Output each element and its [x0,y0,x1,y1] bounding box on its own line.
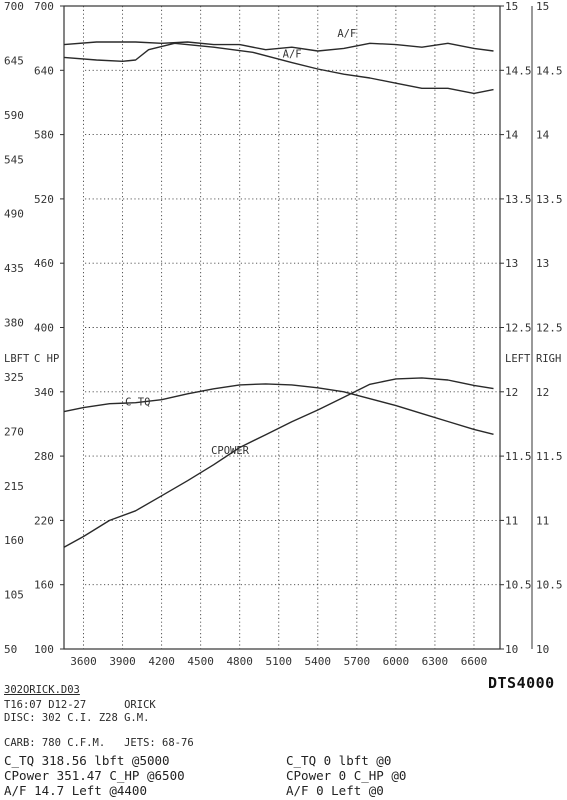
afr-tick-label-outer: 14.5 [536,64,563,77]
series-label: A/F [283,48,302,60]
x-tick-label: 6600 [461,655,488,668]
x-tick-label: 5100 [265,655,292,668]
x-tick-label: 4500 [187,655,214,668]
summary-right-power: CPower 0 C_HP @0 [286,768,407,783]
engine-info: DISC: 302 C.I. Z28 G.M. [4,712,150,724]
afr-tick-label-outer: 10.5 [536,579,563,592]
chart-grid [83,6,500,649]
torque-tick-label: 700 [4,0,24,13]
torque-tick-label: 50 [4,643,17,656]
right-axis-name-left: LEFT [505,353,531,365]
summary-left-tq: C_TQ 318.56 lbft @5000 [4,753,170,768]
torque-tick-label: 270 [4,425,24,438]
afr-tick-label-outer: 11.5 [536,450,563,463]
hp-tick-label: 700 [34,0,54,13]
series-line-1 [63,377,494,548]
torque-tick-label: 545 [4,153,24,166]
torque-tick-label: 105 [4,589,24,602]
afr-tick-label-inner: 12 [505,386,518,399]
afr-tick-label-inner: 10 [505,643,518,656]
afr-tick-label-outer: 12 [536,386,549,399]
torque-tick-label: 215 [4,480,24,493]
afr-tick-label-outer: 14 [536,129,550,142]
afr-tick-label-inner: 14.5 [505,64,532,77]
hp-tick-label: 160 [34,579,54,592]
right-axis-name-right: RIGH [536,353,561,365]
afr-tick-label-inner: 13.5 [505,193,532,206]
axis-ticks [60,5,533,650]
hp-tick-label: 640 [34,64,54,77]
chart-text: 3600 3900 4200 4500 4800 5100 5400 5700 6000 6300… [4,0,563,668]
x-tick-label: 3900 [109,655,136,668]
hp-tick-label: 580 [34,129,54,142]
series-label: A/F [337,28,356,40]
afr-tick-label-inner: 11.5 [505,450,532,463]
x-tick-label: 6300 [422,655,449,668]
afr-tick-label-outer: 10 [536,643,549,656]
afr-tick-label-outer: 11 [536,514,549,527]
hp-tick-label: 520 [34,193,54,206]
afr-tick-label-inner: 12.5 [505,322,532,335]
hp-tick-label: 340 [34,386,54,399]
series-line-2 [63,41,494,52]
file-name: 302ORICK.D03 [4,684,80,696]
hp-tick-label: 100 [34,643,54,656]
summary-left-power: CPower 351.47 C_HP @6500 [4,768,185,783]
torque-tick-label: 435 [4,262,24,275]
x-tick-label: 6000 [383,655,410,668]
torque-tick-label: 325 [4,371,24,384]
afr-tick-label-inner: 10.5 [505,579,532,592]
afr-tick-label-inner: 14 [505,129,519,142]
hp-tick-label: 280 [34,450,54,463]
torque-tick-label: 380 [4,317,24,330]
torque-tick-label: 490 [4,208,24,221]
torque-tick-label: 160 [4,534,24,547]
series-label: C TQ [125,397,150,409]
dyno-chart: 3600 3900 4200 4500 4800 5100 5400 5700 6000 6300… [4,0,563,668]
x-tick-label: 5700 [344,655,371,668]
series-line-3 [63,42,494,95]
afr-tick-label-inner: 11 [505,514,518,527]
afr-tick-label-inner: 15 [505,0,518,13]
x-tick-label: 4200 [148,655,175,668]
brand-logo: DTS4000 [488,674,555,692]
summary-right-tq: C_TQ 0 lbft @0 [286,753,392,768]
afr-tick-label-outer: 13 [536,257,549,270]
hp-tick-label: 460 [34,257,54,270]
x-tick-label: 5400 [305,655,332,668]
series-label: CPOWER [211,445,250,457]
torque-tick-label: 645 [4,54,24,67]
afr-tick-label-outer: 13.5 [536,193,563,206]
hp-tick-label: 220 [34,514,54,527]
carb-info: CARB: 780 C.F.M. JETS: 68-76 [4,737,194,749]
hp-tick-label: 400 [34,322,54,335]
series-line-0 [63,383,494,435]
afr-tick-label-inner: 13 [505,257,518,270]
x-tick-label: 3600 [70,655,97,668]
series-lines [63,41,494,548]
run-info: T16:07 D12-27 ORICK [4,699,156,711]
torque-tick-label: 590 [4,109,24,122]
summary-right-af: A/F 0 Left @0 [286,783,384,798]
left-axis-name-torque: LBFT [4,353,30,365]
afr-tick-label-outer: 12.5 [536,322,563,335]
left-axis-name-hp: C HP [34,353,59,365]
x-tick-label: 4800 [226,655,253,668]
afr-tick-label-outer: 15 [536,0,549,13]
summary-left-af: A/F 14.7 Left @4400 [4,783,147,798]
